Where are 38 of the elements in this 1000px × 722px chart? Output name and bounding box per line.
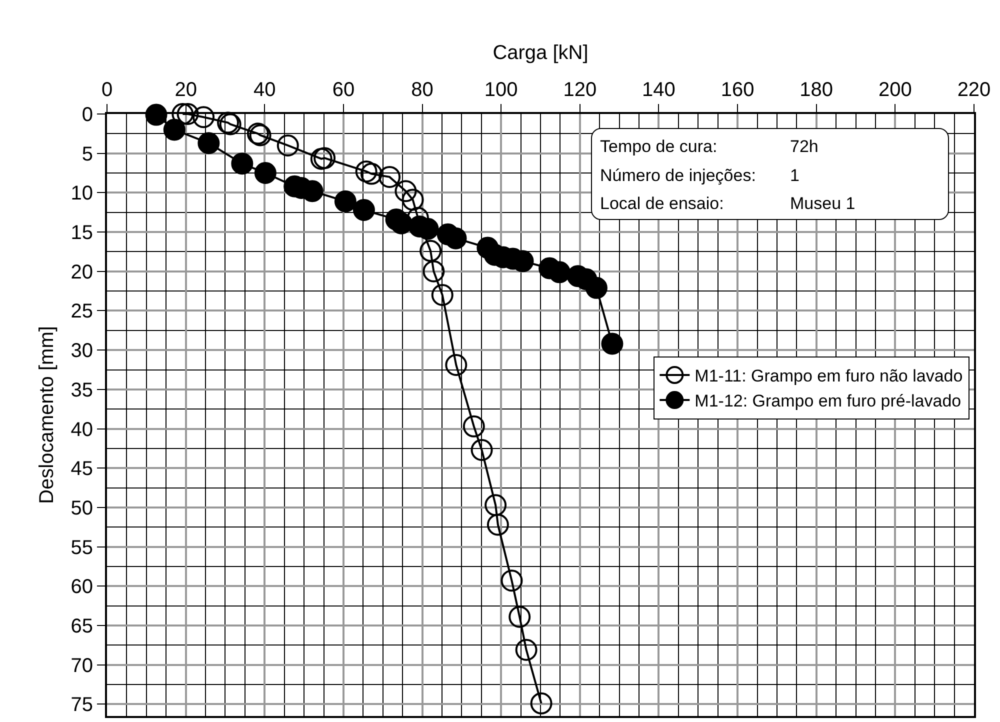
y-tick-label: 65	[70, 616, 93, 638]
y-tick-label: 30	[70, 340, 93, 362]
y-tick-label: 40	[70, 418, 93, 441]
x-tick-label: 160	[720, 79, 754, 101]
legend-label: M1-12: Grampo em furo pré-lavado	[694, 392, 962, 411]
y-tick-label: 15	[70, 222, 93, 244]
y-tick-label: 50	[70, 497, 93, 520]
y-tick-label: 45	[70, 458, 93, 480]
x-tick-label: 40	[254, 79, 276, 101]
x-tick-label: 200	[878, 79, 912, 101]
legend-label: M1-11: Grampo em furo não lavado	[694, 366, 963, 386]
annotation: Tempo de cura:	[600, 136, 718, 158]
x-tick-label: 140	[642, 79, 676, 101]
y-tick-label: 75	[70, 694, 93, 716]
y-tick-label: 55	[70, 536, 93, 559]
y-tick-label: 10	[70, 182, 93, 205]
y-tick-label: 60	[70, 576, 93, 598]
y-axis-title: Deslocamento [mm]	[36, 326, 58, 504]
x-axis-title: Carga [kN]	[492, 42, 588, 64]
x-tick-label: 0	[101, 79, 113, 101]
x-tick-label: 120	[563, 79, 597, 101]
x-tick-label: 60	[332, 79, 355, 101]
x-tick-label: 20	[174, 79, 197, 101]
annotation: Número de injeções:	[600, 164, 757, 187]
y-tick-label: 25	[70, 300, 93, 323]
y-tick-label: 70	[70, 654, 93, 677]
y-tick-label: 0	[82, 104, 93, 126]
x-tick-label: 220	[957, 79, 991, 101]
x-tick-label: 80	[411, 79, 434, 101]
y-tick-label: 35	[70, 379, 93, 402]
annotation: 1	[790, 164, 800, 187]
x-tick-label: 100	[484, 79, 518, 101]
y-tick-label: 20	[70, 261, 93, 284]
annotation: 72h	[790, 136, 820, 158]
annotation: Museu 1	[790, 193, 856, 216]
x-tick-label: 180	[800, 79, 834, 101]
annotation: Local de ensaio:	[600, 193, 725, 216]
y-tick-label: 5	[82, 143, 93, 166]
